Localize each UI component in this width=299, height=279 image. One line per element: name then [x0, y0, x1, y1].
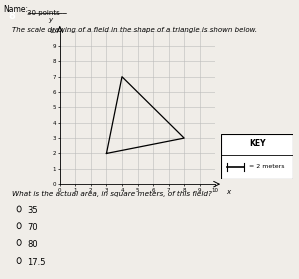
Text: Name:__________: Name:__________	[3, 4, 67, 13]
Text: 70: 70	[27, 223, 38, 232]
Text: What is the actual area, in square meters, of this field?: What is the actual area, in square meter…	[12, 191, 212, 197]
Circle shape	[17, 258, 21, 264]
Text: 8: 8	[9, 11, 15, 21]
Text: 35: 35	[27, 206, 38, 215]
Text: x: x	[226, 189, 230, 195]
Text: The scale drawing of a field in the shape of a triangle is shown below.: The scale drawing of a field in the shap…	[12, 27, 257, 33]
Text: 80: 80	[27, 240, 38, 249]
Text: KEY: KEY	[249, 139, 266, 148]
Text: = 2 meters: = 2 meters	[248, 164, 284, 169]
FancyBboxPatch shape	[221, 134, 293, 179]
Text: 17.5: 17.5	[27, 258, 45, 267]
Circle shape	[17, 223, 21, 229]
Circle shape	[17, 206, 21, 212]
Circle shape	[17, 239, 21, 246]
Text: y: y	[48, 17, 53, 23]
Text: 30 points: 30 points	[27, 9, 60, 16]
